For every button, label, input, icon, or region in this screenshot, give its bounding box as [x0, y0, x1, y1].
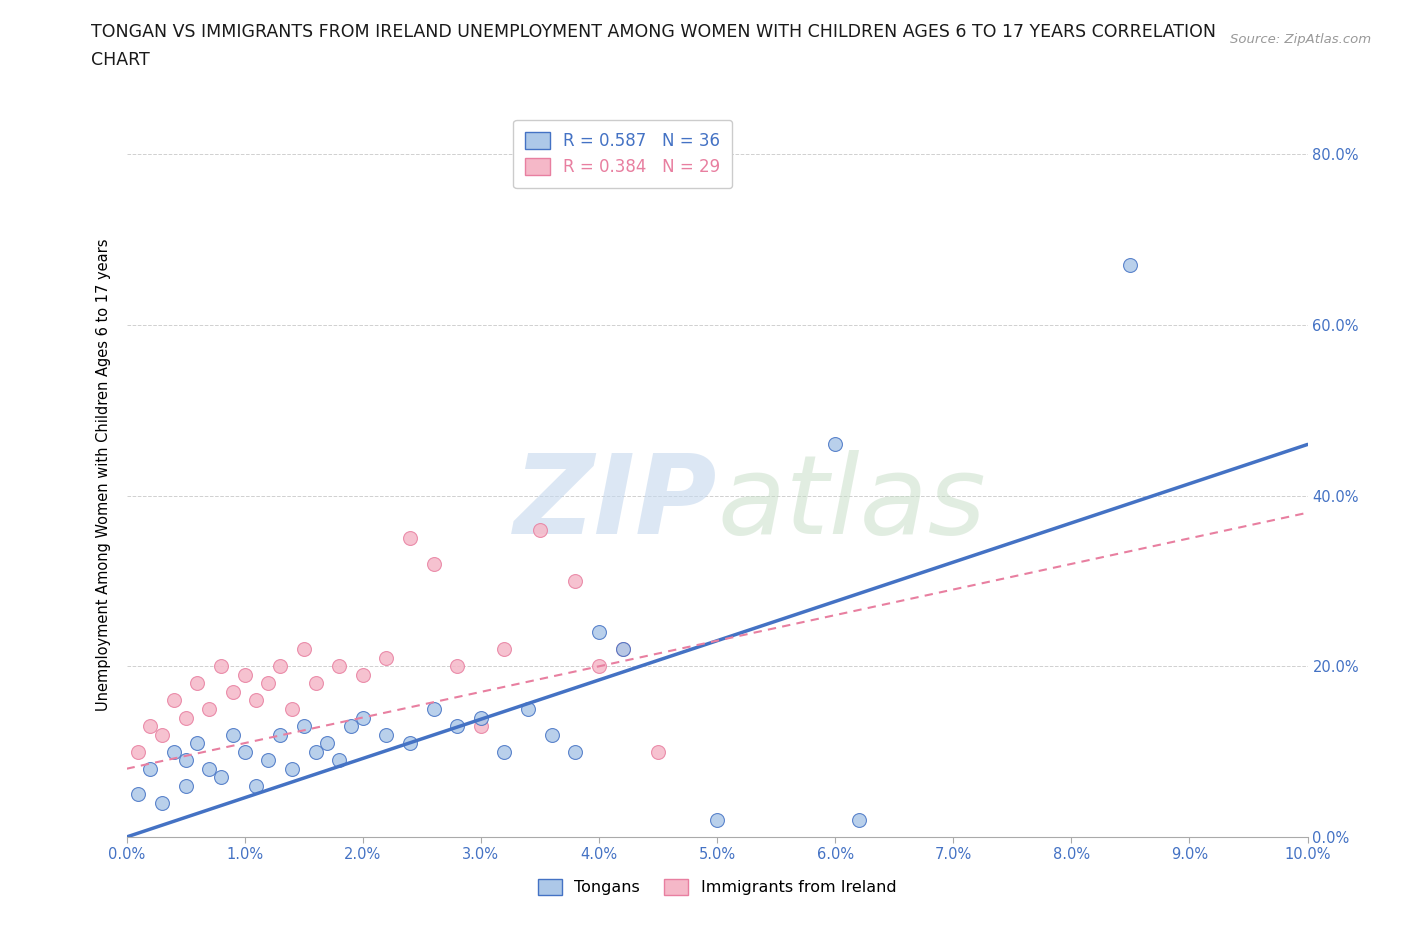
- Point: [186, 736, 208, 751]
- Point: [174, 711, 197, 725]
- Point: [257, 676, 280, 691]
- Point: [198, 701, 221, 716]
- Point: [399, 736, 422, 751]
- Point: [222, 684, 245, 699]
- Point: [257, 752, 280, 767]
- Point: [328, 658, 350, 673]
- Point: [848, 813, 870, 828]
- Point: [517, 701, 540, 716]
- Point: [209, 658, 232, 673]
- Point: [304, 744, 326, 759]
- Point: [245, 778, 267, 793]
- Point: [824, 437, 846, 452]
- Point: [245, 693, 267, 708]
- Point: [1119, 258, 1142, 272]
- Point: [494, 744, 516, 759]
- Point: [588, 658, 610, 673]
- Point: [612, 642, 634, 657]
- Point: [564, 744, 586, 759]
- Point: [233, 668, 256, 683]
- Point: [127, 787, 149, 802]
- Point: [174, 752, 197, 767]
- Text: ZIP: ZIP: [513, 450, 717, 557]
- Point: [163, 693, 186, 708]
- Point: [139, 719, 162, 734]
- Point: [470, 719, 492, 734]
- Point: [540, 727, 562, 742]
- Point: [446, 719, 468, 734]
- Point: [292, 642, 315, 657]
- Point: [269, 727, 291, 742]
- Point: [269, 658, 291, 673]
- Point: [352, 711, 374, 725]
- Legend: Tongans, Immigrants from Ireland: Tongans, Immigrants from Ireland: [531, 872, 903, 901]
- Point: [163, 744, 186, 759]
- Point: [494, 642, 516, 657]
- Point: [529, 523, 551, 538]
- Point: [150, 795, 173, 810]
- Text: CHART: CHART: [91, 51, 150, 69]
- Text: TONGAN VS IMMIGRANTS FROM IRELAND UNEMPLOYMENT AMONG WOMEN WITH CHILDREN AGES 6 : TONGAN VS IMMIGRANTS FROM IRELAND UNEMPL…: [91, 23, 1216, 41]
- Point: [588, 625, 610, 640]
- Point: [352, 668, 374, 683]
- Point: [647, 744, 669, 759]
- Point: [304, 676, 326, 691]
- Point: [198, 762, 221, 777]
- Point: [281, 701, 304, 716]
- Point: [399, 531, 422, 546]
- Point: [139, 762, 162, 777]
- Point: [375, 650, 398, 665]
- Point: [316, 736, 339, 751]
- Point: [612, 642, 634, 657]
- Text: atlas: atlas: [717, 450, 986, 557]
- Point: [292, 719, 315, 734]
- Point: [281, 762, 304, 777]
- Point: [186, 676, 208, 691]
- Y-axis label: Unemployment Among Women with Children Ages 6 to 17 years: Unemployment Among Women with Children A…: [96, 238, 111, 711]
- Point: [422, 556, 444, 571]
- Text: Source: ZipAtlas.com: Source: ZipAtlas.com: [1230, 33, 1371, 46]
- Point: [127, 744, 149, 759]
- Point: [222, 727, 245, 742]
- Point: [446, 658, 468, 673]
- Point: [375, 727, 398, 742]
- Point: [564, 574, 586, 589]
- Point: [706, 813, 728, 828]
- Point: [209, 770, 232, 785]
- Point: [470, 711, 492, 725]
- Point: [340, 719, 363, 734]
- Point: [328, 752, 350, 767]
- Point: [174, 778, 197, 793]
- Point: [233, 744, 256, 759]
- Point: [150, 727, 173, 742]
- Point: [422, 701, 444, 716]
